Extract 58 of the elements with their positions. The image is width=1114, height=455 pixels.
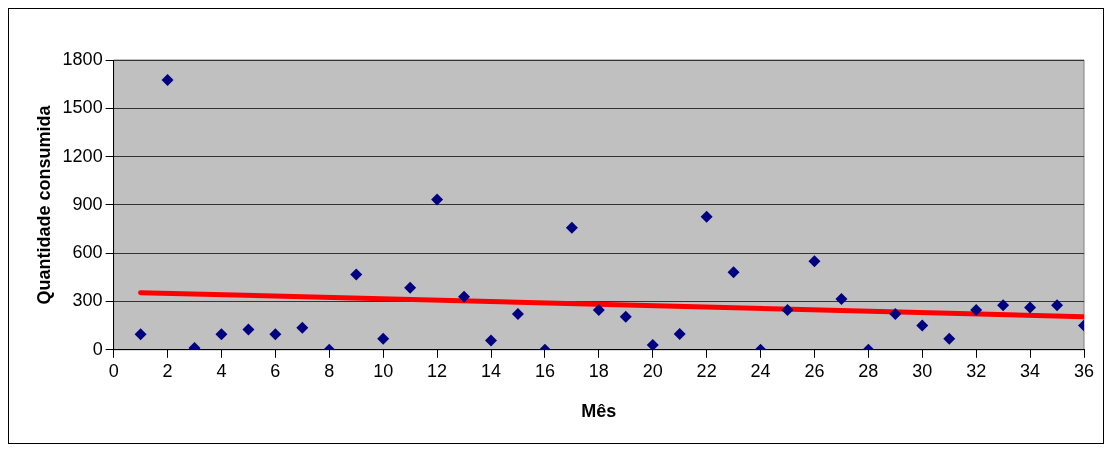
x-tick-label: 2 — [162, 360, 173, 381]
point — [619, 310, 632, 323]
y-tick-label: 300 — [72, 290, 103, 311]
point — [916, 319, 929, 332]
x-tick-label: 4 — [216, 360, 227, 381]
point — [835, 292, 848, 305]
point — [970, 304, 983, 317]
point — [161, 73, 174, 86]
point — [781, 304, 794, 317]
y-tick-label: 1500 — [62, 97, 103, 118]
x-tick-label: 24 — [750, 360, 771, 381]
point — [1051, 299, 1064, 312]
x-tick-label: 28 — [858, 360, 879, 381]
x-tick-label: 36 — [1073, 360, 1095, 381]
x-tick-label: 34 — [1020, 360, 1041, 381]
x-tick-label: 6 — [270, 360, 281, 381]
point — [646, 338, 659, 350]
point — [889, 308, 902, 321]
x-tick-label: 32 — [966, 360, 987, 381]
x-tick-label: 30 — [912, 360, 933, 381]
x-tick-label: 0 — [108, 360, 119, 381]
x-tick-label: 22 — [696, 360, 717, 381]
point — [565, 221, 578, 234]
point — [377, 332, 390, 345]
y-tick-label: 600 — [72, 242, 103, 263]
x-tick-label: 18 — [588, 360, 609, 381]
point — [808, 255, 821, 268]
point — [458, 290, 471, 303]
point — [296, 321, 309, 334]
x-tick-label: 10 — [373, 360, 394, 381]
x-tick-label: 14 — [480, 360, 502, 381]
x-tick-label: 12 — [427, 360, 448, 381]
x-tick-label: 8 — [324, 360, 335, 381]
point — [727, 266, 740, 279]
point — [215, 328, 228, 341]
point — [943, 332, 956, 345]
y-tick-label: 0 — [92, 338, 103, 359]
point — [997, 299, 1010, 312]
y-tick-label: 1800 — [62, 48, 103, 69]
point — [485, 334, 497, 347]
y-tick-label: 1200 — [62, 145, 103, 166]
point — [1024, 301, 1037, 314]
point — [700, 210, 713, 223]
x-axis-title: Mês — [581, 401, 617, 422]
point — [269, 328, 282, 341]
y-tick-label: 900 — [72, 193, 103, 214]
x-tick-label: 20 — [642, 360, 663, 381]
point — [511, 308, 524, 321]
point — [134, 328, 147, 341]
x-tick-label: 26 — [804, 360, 825, 381]
y-axis-title: Quantidade consumida — [33, 104, 54, 305]
point — [350, 268, 363, 281]
point — [242, 323, 255, 336]
point — [404, 281, 417, 294]
point — [592, 304, 605, 317]
point — [673, 328, 686, 341]
x-tick-label: 16 — [534, 360, 555, 381]
point — [431, 193, 444, 206]
